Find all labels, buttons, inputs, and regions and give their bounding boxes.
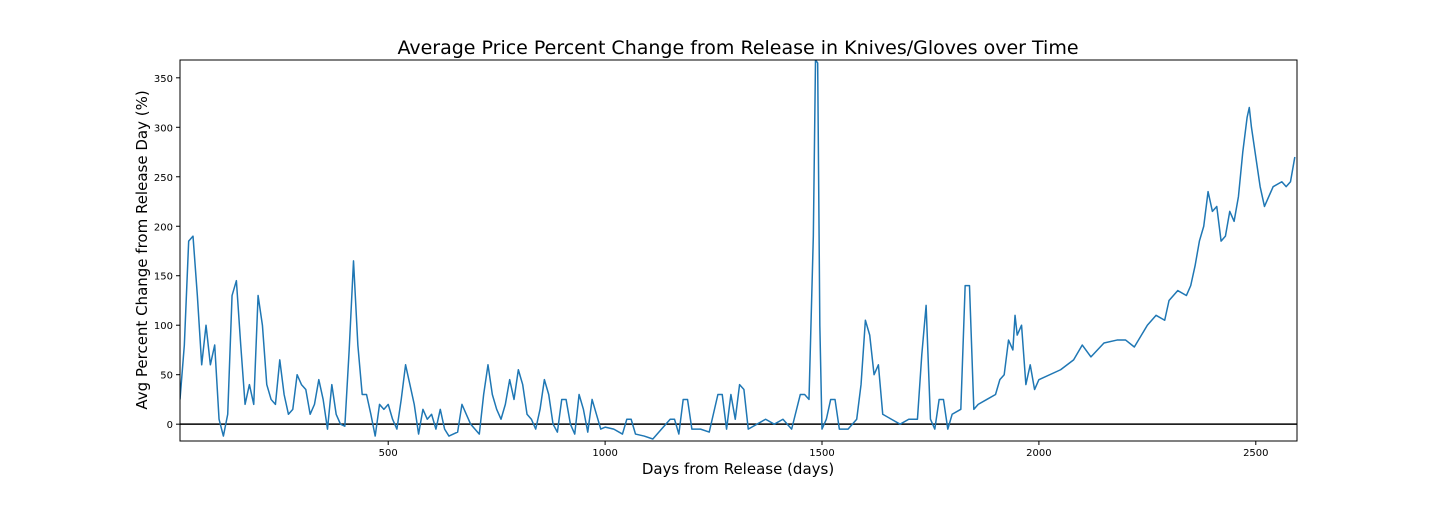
- y-axis-label: Avg Percent Change from Release Day (%): [133, 90, 151, 409]
- y-tick-label: 350: [154, 74, 173, 85]
- y-tick-label: 50: [160, 371, 173, 382]
- y-tick-label: 0: [167, 420, 173, 431]
- y-tick-label: 100: [154, 321, 173, 332]
- y-tick-label: 200: [154, 222, 173, 233]
- data-line: [180, 60, 1296, 440]
- y-tick-label: 250: [154, 173, 173, 184]
- chart-title: Average Price Percent Change from Releas…: [397, 37, 1078, 59]
- y-tick-label: 300: [154, 123, 173, 134]
- x-tick-label: 500: [379, 448, 398, 459]
- x-tick-label: 2500: [1243, 448, 1268, 459]
- x-tick-label: 1500: [809, 448, 834, 459]
- x-tick-label: 1000: [592, 448, 617, 459]
- y-tick-label: 150: [154, 272, 173, 283]
- plot-frame: [179, 59, 1298, 442]
- x-axis-label: Days from Release (days): [642, 460, 834, 478]
- x-tick-label: 2000: [1026, 448, 1051, 459]
